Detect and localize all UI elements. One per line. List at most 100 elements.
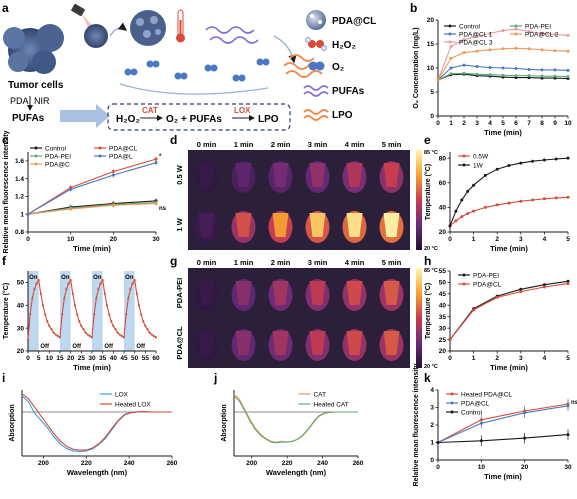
thermal-tube xyxy=(198,281,215,305)
y-tick-label: 35 xyxy=(439,314,447,321)
thermal-tube xyxy=(272,213,289,237)
data-point xyxy=(514,27,518,31)
data-point xyxy=(507,201,511,205)
data-point xyxy=(144,324,147,327)
x-tick-label: 10 xyxy=(46,355,54,362)
data-point xyxy=(540,31,544,35)
panel-letter-f: f xyxy=(2,254,7,268)
data-point xyxy=(75,313,79,316)
data-point xyxy=(566,282,570,286)
data-point xyxy=(105,304,109,307)
h2o2-molecule-icon xyxy=(305,37,327,51)
data-point xyxy=(82,328,85,331)
data-point xyxy=(148,331,151,334)
chart-legend: LOX Heated LOX xyxy=(100,391,151,408)
data-point xyxy=(553,74,557,78)
x-tick-label: 20 xyxy=(110,236,118,243)
chart-legend: PDA-PEI PDA@CL xyxy=(458,272,502,288)
legend-label: PDA@L xyxy=(109,153,133,160)
x-tick-label: 30 xyxy=(88,355,96,362)
x-tick-label: 30 xyxy=(564,464,572,471)
x-tick-label: 20 xyxy=(67,355,75,362)
legend-marker xyxy=(450,401,454,405)
data-point xyxy=(122,336,126,339)
chart-legend: 0.5W 1W xyxy=(458,153,489,169)
data-point xyxy=(93,313,96,316)
chart-j: 200 220 240 260 Wavelength (nm) Absorption CAT… xyxy=(221,390,364,477)
laser-on-shade xyxy=(124,271,135,351)
data-point xyxy=(501,47,505,51)
x-tick-label: 10 xyxy=(478,464,486,471)
x-tick-label: 30 xyxy=(152,236,160,243)
data-point xyxy=(449,72,453,76)
data-point xyxy=(475,49,479,53)
y-axis-label: Absorption xyxy=(9,404,16,441)
chart-i: 200 220 240 260 Wavelength (nm) Absorption LOX… xyxy=(9,390,178,477)
y-tick-label: 4 xyxy=(430,387,434,394)
data-point xyxy=(448,338,452,342)
reaction-cat-label: CAT xyxy=(142,106,158,115)
data-point xyxy=(519,199,523,203)
data-point xyxy=(542,197,546,201)
legend-label: Control xyxy=(45,145,67,152)
data-point xyxy=(540,48,544,52)
thermal-images-g: 0 min 1 min 2 min 3 min 4 min 5 min PDA-PEI PDA… xyxy=(175,258,438,370)
chart-b: 0 1 2 3 4 5 6 7 8 9 10 0 5 10 15 20 Time (min) O₂ Concent… xyxy=(413,17,572,137)
data-point xyxy=(540,68,544,72)
data-point xyxy=(542,285,546,289)
big-right-arrow xyxy=(60,104,110,128)
series-line xyxy=(449,280,569,340)
x-tick-label: 220 xyxy=(81,460,92,467)
time-label: 0 min xyxy=(197,258,217,267)
x-tick-label: 200 xyxy=(246,460,257,467)
data-point xyxy=(78,320,81,323)
data-point xyxy=(71,292,74,295)
legend-marker xyxy=(34,154,38,158)
x-tick-label: 15 xyxy=(56,355,64,362)
legend-label: LOX xyxy=(115,391,129,398)
legend-label: Heated CAT xyxy=(313,401,348,408)
data-point xyxy=(152,335,155,338)
x-tick-label: 260 xyxy=(167,460,178,467)
x-tick-label: 1 xyxy=(472,355,476,362)
data-point xyxy=(454,209,458,213)
x-tick-label: 50 xyxy=(131,355,139,362)
thermal-tube xyxy=(346,281,363,305)
data-point xyxy=(514,74,518,78)
data-point xyxy=(483,173,487,177)
data-point xyxy=(472,183,476,187)
legend-label: Heated PDA@CL xyxy=(461,391,512,398)
data-point xyxy=(566,49,570,53)
thermal-tube xyxy=(309,213,326,237)
data-point xyxy=(462,71,466,75)
data-point xyxy=(50,328,53,331)
series-line xyxy=(27,203,157,215)
thermal-tube xyxy=(346,213,363,237)
data-point xyxy=(63,297,66,300)
legend-label: PDA@CL 2 xyxy=(525,31,559,38)
data-point xyxy=(54,333,57,336)
data-point xyxy=(488,31,492,35)
data-point xyxy=(114,328,117,331)
data-point xyxy=(449,66,453,70)
x-tick-label: 0 xyxy=(26,355,30,362)
data-point xyxy=(527,47,531,51)
y-tick-label: 40 xyxy=(439,205,447,212)
scheme-legend: PDA@CL H₂O₂ O₂ PUFAs LPO xyxy=(303,10,376,121)
laser-off-label: Off xyxy=(104,344,114,350)
y-axis-label: Temperature (°C) xyxy=(424,283,432,339)
data-point xyxy=(519,161,523,165)
thermal-tube xyxy=(383,331,400,355)
data-point xyxy=(43,313,47,316)
cell-icon xyxy=(84,24,108,48)
data-point xyxy=(73,304,77,307)
thermal-tube xyxy=(346,331,363,355)
thermal-tube xyxy=(346,163,363,187)
thermal-tube xyxy=(235,163,252,187)
y-tick-label: 50 xyxy=(439,280,447,287)
chart-legend: CAT Heated CAT xyxy=(298,391,349,408)
x-tick-label: 6 xyxy=(514,120,518,127)
y-tick-label: 20 xyxy=(427,17,435,24)
y-axis-label: Temperature (°C) xyxy=(2,283,10,339)
